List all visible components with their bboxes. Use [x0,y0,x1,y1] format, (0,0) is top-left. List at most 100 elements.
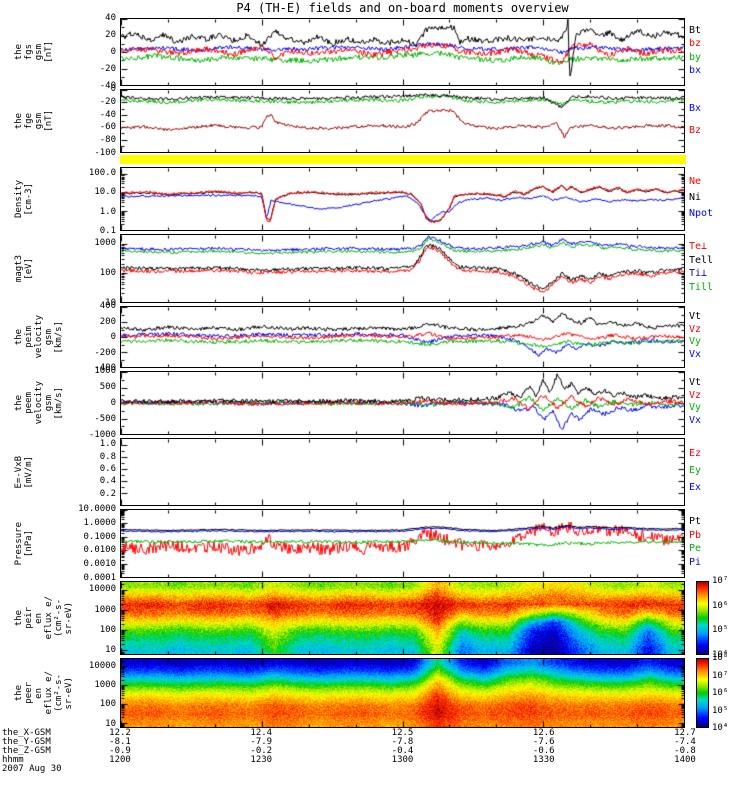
tick-value-z_gsm: -0.6 [532,746,555,756]
series-label-Vx: Vx [689,415,702,427]
y-tick-label: -20 [99,96,116,107]
ylabel-line: velocity [34,381,44,425]
y-tick-label: 40 [105,13,116,23]
axis-row-label-z_gsm: the_Z-GSM [2,746,51,756]
ylabel-line: gsm [34,43,44,61]
tick-value-y_gsm: -7.8 [391,737,414,747]
panel-exb [120,438,685,506]
colorbar-peir [696,581,709,655]
panel-pressure-canvas [121,510,684,577]
panel-peem [120,371,685,435]
series-label-Vz: Vz [689,389,702,401]
series-label-Pe: Pe [689,543,702,555]
panel-peem-canvas [121,372,684,434]
ylabel-line: [nT] [44,110,54,132]
panel-fgs [120,18,685,86]
ylabel-line: [cm-3] [24,182,34,216]
ylabel-line: velocity [34,315,44,359]
series-label-Vt: Vt [689,311,702,323]
y-tick-label: 10 [105,718,116,729]
tick-value-hhmm: 1200 [109,755,131,765]
colorbar-tick-label: 10⁴ [712,650,729,660]
panel-fgs-canvas [121,19,684,85]
ylabel-line: Pressure [14,521,24,566]
y-tick-label: -80 [99,135,116,146]
ylabel-line: [mV/m] [24,455,34,489]
series-label-Pt: Pt [689,515,702,527]
colorbar-tick-label: 10⁷ [712,576,729,586]
colorbar-tick-label: 10⁴ [712,723,729,733]
tick-value-z_gsm: -0.8 [674,746,696,756]
y-tick-label: 10 [105,645,116,656]
series-label-Vt: Vt [689,376,702,388]
series-label-Vx: Vx [689,348,702,360]
y-tick-label: 0 [110,47,116,57]
panel-pressure-ylabel: Pressure [nPa] [14,509,34,578]
y-tick-label: -1000 [88,430,116,440]
ylabel-line: the [14,394,24,412]
panel-density [120,167,685,231]
colorbar-tick-label: 10⁵ [712,705,729,716]
y-tick-label: 20 [105,30,116,40]
y-tick-label: 100 [99,625,116,636]
y-tick-label: 10 [105,298,116,308]
series-label-Vz: Vz [689,323,702,335]
ylabel-line: eflux e/ [44,671,54,715]
y-tick-label: 100.0 [88,167,116,178]
axis-row-label-hhmm: hhmm [2,755,24,765]
ylabel-line: Density [14,180,24,218]
tick-value-z_gsm: -0.2 [250,746,273,756]
ylabel-line: the [14,609,24,627]
ylabel-line: [nT] [44,41,54,63]
ylabel-line: peir [24,607,34,629]
y-tick-label: 100 [99,268,116,278]
y-tick-label: -500 [94,414,116,424]
series-label-Ti⊥: Ti⊥ [689,268,708,280]
y-tick-label: 0.6 [99,463,116,474]
quality-flag-bar [120,155,686,164]
y-tick-label: 0.1000 [83,531,116,542]
ylabel-line: peim [24,326,34,348]
panel-pressure [120,509,685,578]
y-tick-label: 0.4 [99,476,116,487]
tick-value-z_gsm: -0.9 [109,746,131,756]
panel-fge-ylabel: the fge gsm [nT] [14,89,54,153]
ylabel-line: fgs [24,43,34,61]
tick-value-x_gsm: 12.4 [250,728,273,738]
y-tick-label: 0.0001 [83,573,116,583]
colorbar-tick-label: 10⁸ [712,653,729,663]
series-label-Bt: Bt [689,24,702,36]
colorbar-peer-gradient [697,659,708,727]
ylabel-line: eflux e/ [44,596,54,640]
y-tick-label: 400 [99,301,116,311]
series-label-Te⊥: Te⊥ [689,240,708,252]
panel-fgs-ylabel: the fgs gsm [nT] [14,18,54,86]
tick-value-hhmm: 1400 [674,755,696,765]
ylabel-line: en [34,612,44,624]
y-tick-label: -40 [99,81,116,91]
series-label-Ex: Ex [689,482,702,493]
tick-value-z_gsm: -0.4 [391,746,414,756]
panel-peim [120,306,685,368]
y-tick-label: 0 [110,332,116,342]
ylabel-line: E=-VxB [14,455,24,489]
colorbar-peer [696,658,709,728]
y-tick-label: 0.8 [99,451,116,462]
y-tick-label: 1.0 [99,206,116,217]
panel-magt3-ylabel: magt3 [eV] [14,234,34,303]
y-tick-label: 0 [110,84,116,94]
series-label-Tell: Tell [689,254,714,266]
y-tick-label: 200 [99,316,116,327]
tick-value-x_gsm: 12.5 [391,728,414,738]
tick-value-x_gsm: 12.2 [109,728,131,738]
y-tick-label: -200 [94,347,116,358]
series-label-by: by [689,51,702,63]
ylabel-line: peem [24,392,34,414]
y-tick-label: -400 [94,363,116,373]
y-tick-label: 1000 [94,238,116,249]
panel-fge [120,89,685,153]
series-label-Ne: Ne [689,176,702,187]
y-tick-label: 0.0010 [83,559,116,570]
y-tick-label: 0 [110,398,116,408]
